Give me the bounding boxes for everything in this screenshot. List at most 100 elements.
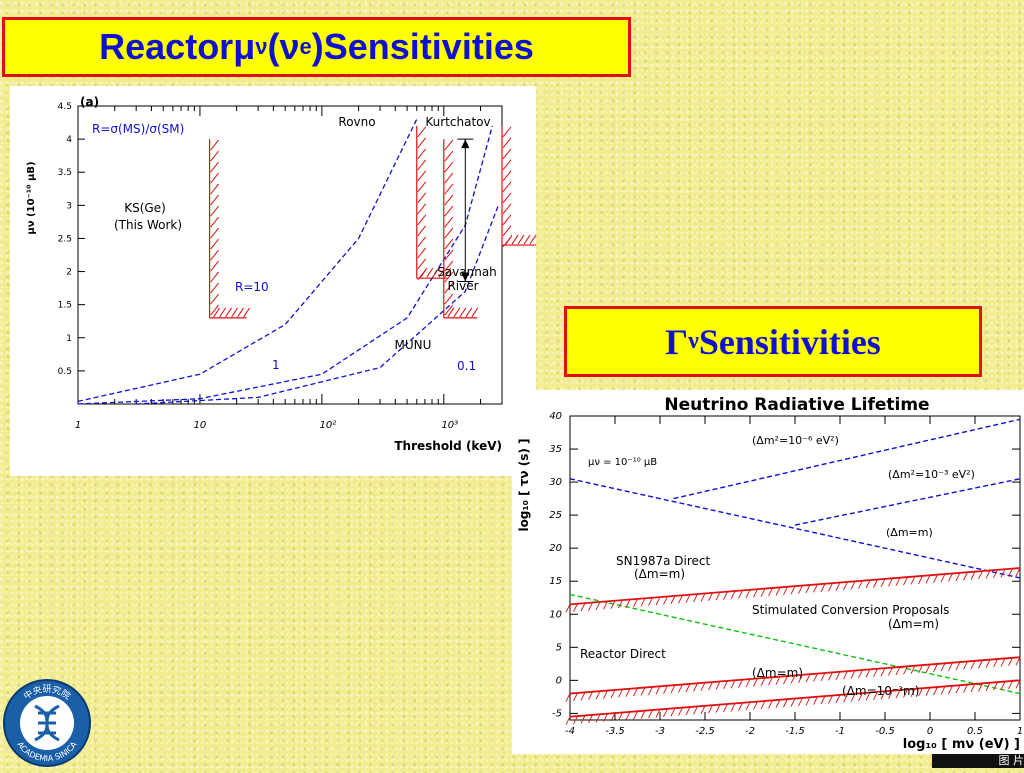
series-4-hatch [850,581,856,590]
series-5-hatch [610,689,616,699]
series-4-hatch [1000,569,1006,578]
experiment-bar-3-hatch [517,234,525,245]
experiment-bar-2-hatch [444,249,454,261]
experiment-bar-2-hatch [444,194,454,206]
series-6-hatch [663,708,668,718]
y-tick-label: 30 [549,477,562,488]
experiment-bar-3 [501,125,543,248]
experiment-bar-3-hatch [502,126,512,138]
experiment-bar-0-hatch [210,205,219,217]
experiment-bar-0-hatch [210,216,219,228]
experiment-bar-1-hatch [417,192,427,204]
experiment-bar-1-hatch [417,148,427,160]
experiment-bar-3-hatch [502,214,512,226]
series-6-hatch [715,704,721,713]
experiment-bar-2 [443,139,479,319]
series-5-hatch [880,667,886,677]
series-5-hatch [678,684,683,693]
label-reactor-direct: Reactor Direct [580,647,666,661]
series-4-hatch [963,572,968,581]
series-4-hatch [775,587,781,596]
experiment-bar-0-hatch [210,304,219,316]
series-5-hatch [820,672,826,682]
series-4-band [565,567,1021,613]
experiment-bar-0-hatch [237,307,245,318]
experiment-bar-1-hatch [417,170,427,182]
series-4-hatch [993,569,998,579]
series-6-hatch [835,694,841,704]
series-label-r1: 1 [272,358,280,372]
radiative-lifetime-chart-svg: Neutrino Radiative Lifetime-505101520253… [517,395,1023,752]
experiment-bar-3-hatch [502,137,512,149]
experiment-bar-2-hatch [444,161,454,173]
series-6-hatch [1015,680,1021,689]
x-tick-label: -2.5 [695,726,715,737]
chart-title: Neutrino Radiative Lifetime [664,395,929,415]
experiment-bar-3-hatch [502,159,512,171]
magnetic-moment-chart-svg: 0.5 1 1.5 2 2.5 3 3.5 4 4.5 1 10 10² 10³ μν (10⁻¹⁰ μB… [26,95,543,453]
series-6-hatch [648,709,653,719]
label-river: River [447,279,478,293]
label-stim-dm: (Δm=m) [888,617,939,631]
series-5-hatch [708,681,713,691]
y-tick-label: 1 [66,334,72,344]
experiment-bar-3-hatch [511,234,519,245]
y-tick-label: 40 [549,411,562,422]
slide-title: Reactor μ ν(ν e) Sensitivities [2,17,631,77]
series-5-hatch [670,684,676,694]
series-5-hatch [985,659,991,668]
series-4-hatch [678,595,683,604]
y-tick-label: 5 [556,642,562,653]
y-tick-label: 4.5 [58,102,72,112]
series-6-hatch [580,715,586,724]
y-tick-label: 10 [549,609,562,620]
x-tick-label: -3.5 [605,726,625,737]
series-4-hatch [985,570,991,579]
x-tick-label: 10² [320,420,337,431]
series-5-hatch [903,666,908,675]
series-4-hatch [573,603,578,612]
series-6-hatch [753,701,758,710]
series-6-hatch [985,682,991,691]
experiment-bar-0-hatch [210,227,219,239]
experiment-bar-3-hatch [502,148,512,160]
series-4-hatch [925,575,931,584]
series-5-hatch [640,687,646,696]
series-4-hatch [648,597,653,606]
series-0-line [569,478,1021,579]
series-4-hatch [708,592,713,602]
series-4-hatch [910,576,916,585]
experiment-bar-1-hatch [417,247,427,259]
experiment-bar-3-hatch [502,192,512,204]
label-stimulated: Stimulated Conversion Proposals [752,603,949,617]
experiment-bar-0-hatch [219,307,227,318]
x-tick-label: 0 [927,726,933,737]
gamma-symbol: Γ [665,321,689,362]
series-4-hatch [730,590,736,600]
series-5-hatch [633,687,638,697]
series-6-hatch [685,706,691,716]
title-paren-close: ) [311,26,324,67]
series-6-hatch [910,688,916,698]
series-6-hatch [633,711,638,720]
series-4-hatch [880,578,886,588]
series-4-hatch [933,574,938,583]
series-5-hatch [828,672,833,681]
experiment-bar-1-hatch [417,203,427,215]
experiment-bar-3-hatch [523,234,531,245]
series-label-r01: 0.1 [457,359,476,373]
plot-frame [77,105,503,405]
series-4-hatch [1008,568,1013,577]
series-5-hatch [663,685,668,694]
series-1-line [673,418,1021,500]
x-tick-label: -2 [745,726,755,737]
gamma-sub: ν [688,328,699,354]
logo-chinese-text: 中央研究院 [21,683,73,702]
series-6-hatch [820,695,826,705]
series-2-line [794,478,1021,526]
series-1-curve [77,125,493,405]
series-4-hatch [753,589,758,598]
series-5-hatch [918,664,923,674]
series-6-hatch [700,705,706,714]
